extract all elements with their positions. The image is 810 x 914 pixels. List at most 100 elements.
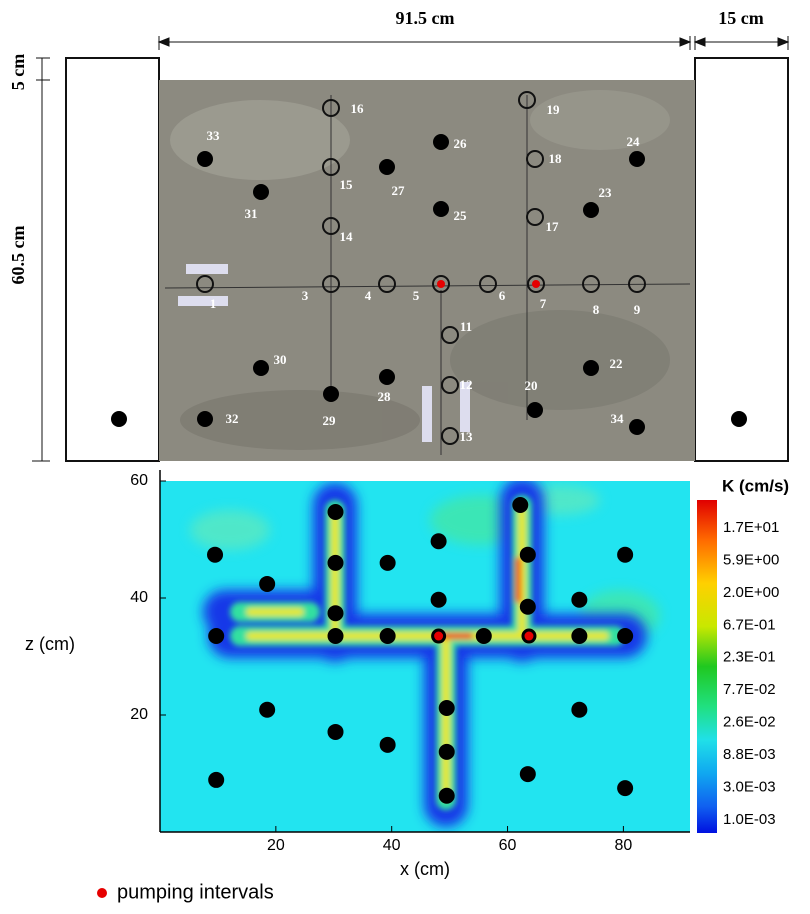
well-point bbox=[519, 546, 536, 563]
well-point bbox=[475, 628, 492, 645]
well-label: 28 bbox=[378, 389, 392, 404]
y-tick-label: 60 bbox=[130, 472, 148, 489]
well-point bbox=[438, 787, 455, 804]
x-tick-label: 20 bbox=[267, 837, 285, 854]
well-filled bbox=[433, 134, 449, 150]
well-label: 20 bbox=[525, 378, 538, 393]
well-open bbox=[526, 150, 544, 168]
well-label: 16 bbox=[351, 101, 365, 116]
axes: 20 40 60 80 20 40 60 bbox=[130, 470, 690, 854]
tape bbox=[422, 386, 432, 442]
dimension-label: 15 cm bbox=[718, 8, 763, 28]
well-label: 26 bbox=[454, 136, 468, 151]
well-point bbox=[259, 701, 276, 718]
dimension-lines bbox=[32, 36, 790, 462]
legend-marker bbox=[97, 888, 107, 898]
dimension-label: 60.5 cm bbox=[8, 226, 28, 285]
k-field bbox=[160, 481, 690, 832]
well-label: 34 bbox=[611, 411, 625, 426]
well-label: 29 bbox=[323, 413, 337, 428]
well-open bbox=[441, 376, 459, 394]
well-label: 3 bbox=[302, 288, 309, 303]
well-point bbox=[438, 699, 455, 716]
colorbar-label: 6.7E-01 bbox=[723, 616, 776, 633]
well-label: 4 bbox=[365, 288, 372, 303]
colorbar-label: 2.3E-01 bbox=[723, 649, 776, 666]
colorbar-label: 3.0E-03 bbox=[723, 779, 776, 796]
colorbar-title: K (cm/s) bbox=[722, 476, 789, 495]
well-open bbox=[322, 158, 340, 176]
colorbar-label: 1.0E-03 bbox=[723, 811, 776, 828]
well-label: 33 bbox=[207, 128, 221, 143]
well-point bbox=[430, 533, 447, 550]
y-tick-label: 40 bbox=[130, 589, 148, 606]
well-open bbox=[196, 275, 214, 293]
well-point bbox=[617, 546, 634, 563]
grid-scribe bbox=[164, 95, 691, 455]
well-point bbox=[379, 554, 396, 571]
well-point bbox=[430, 591, 447, 608]
well-filled bbox=[629, 151, 645, 167]
x-axis-label: x (cm) bbox=[400, 859, 450, 879]
well-label: 30 bbox=[274, 352, 287, 367]
well-point bbox=[571, 591, 588, 608]
well-filled bbox=[197, 151, 213, 167]
well-filled bbox=[379, 369, 395, 385]
well-open bbox=[322, 217, 340, 235]
photo-texture bbox=[170, 90, 670, 450]
wells: 13 4 5 67 8 911121314151617181920222324252627… bbox=[196, 91, 646, 445]
well-filled bbox=[527, 402, 543, 418]
well bbox=[111, 411, 127, 427]
well-point bbox=[327, 723, 344, 740]
y-tick-label: 20 bbox=[130, 706, 148, 723]
well-point bbox=[617, 780, 634, 797]
well-point bbox=[208, 628, 225, 645]
legend-label: pumping intervals bbox=[117, 881, 274, 903]
well-point bbox=[519, 766, 536, 783]
well-label: 19 bbox=[547, 102, 561, 117]
well-label: 22 bbox=[610, 356, 623, 371]
x-tick-label: 80 bbox=[614, 837, 632, 854]
well-point bbox=[617, 628, 634, 645]
well-filled bbox=[629, 419, 645, 435]
colorbar-label: 5.9E+00 bbox=[723, 551, 779, 568]
well-open bbox=[441, 427, 459, 445]
well-label: 27 bbox=[392, 183, 406, 198]
well-label: 18 bbox=[549, 151, 563, 166]
well-point bbox=[431, 628, 447, 644]
well-point bbox=[571, 628, 588, 645]
well-filled bbox=[583, 360, 599, 376]
well-filled bbox=[253, 184, 269, 200]
well-label: 11 bbox=[460, 319, 472, 334]
well-open bbox=[628, 275, 646, 293]
dimension-label: 91.5 cm bbox=[396, 8, 455, 28]
well-point bbox=[571, 701, 588, 718]
well-label: 13 bbox=[460, 429, 474, 444]
well-open bbox=[479, 275, 497, 293]
well-label: 5 bbox=[413, 288, 420, 303]
well-point bbox=[327, 628, 344, 645]
pumping-well bbox=[437, 280, 445, 288]
well-filled bbox=[379, 159, 395, 175]
tape bbox=[186, 264, 228, 274]
well-point bbox=[327, 605, 344, 622]
well-open bbox=[322, 275, 340, 293]
colorbar bbox=[697, 500, 717, 833]
colorbar-label: 8.8E-03 bbox=[723, 746, 776, 763]
well-label: 9 bbox=[634, 302, 641, 317]
well-filled bbox=[583, 202, 599, 218]
well-open bbox=[527, 275, 545, 293]
well-label: 1 bbox=[210, 296, 217, 311]
well-open bbox=[322, 99, 340, 117]
well-point bbox=[438, 743, 455, 760]
well-open bbox=[441, 326, 459, 344]
well-open bbox=[432, 275, 450, 293]
well-label: 24 bbox=[627, 134, 641, 149]
well-point bbox=[379, 628, 396, 645]
well-label: 15 bbox=[340, 177, 354, 192]
colorbar-label: 7.7E-02 bbox=[723, 681, 776, 698]
dimension-label: 5 cm bbox=[8, 54, 28, 90]
well-label: 25 bbox=[454, 208, 468, 223]
well-open bbox=[518, 91, 536, 109]
